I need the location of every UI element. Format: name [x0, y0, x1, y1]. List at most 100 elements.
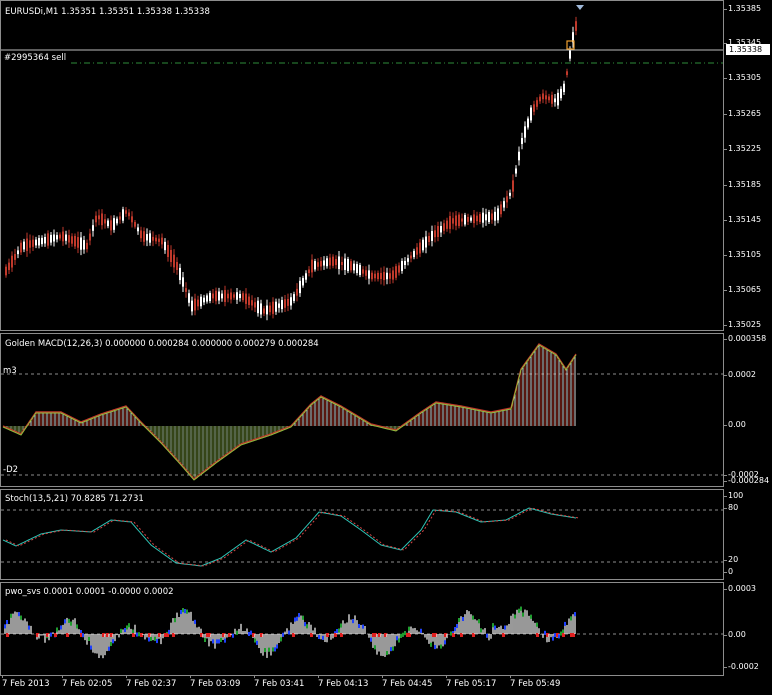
pwo-red-mark [372, 633, 375, 637]
candle-body [422, 239, 424, 251]
candle-body [569, 49, 571, 59]
candle-body [239, 293, 241, 299]
candle-body [377, 272, 379, 280]
price-tick: 1.35305 [723, 73, 762, 82]
candle-body [446, 220, 448, 229]
candle-body [488, 211, 490, 222]
price-chart-canvas[interactable] [1, 1, 723, 330]
pwo-red-mark [536, 633, 539, 637]
pwo-pane[interactable]: pwo_svs 0.0001 0.0001 -0.0000 0.0002 [0, 582, 724, 676]
time-label: 7 Feb 2013 [2, 675, 50, 689]
macd-scale[interactable]: 0.000358 0.0002 0.00 -0.0002 -0.000284 [723, 333, 772, 487]
candle-body [299, 280, 301, 294]
candle-body [407, 258, 409, 262]
candle-body [380, 272, 382, 280]
pwo-red-mark [472, 633, 475, 637]
candle-body [95, 215, 97, 223]
candle-body [248, 296, 250, 305]
stoch-canvas[interactable] [1, 490, 723, 579]
candle-body [545, 95, 547, 100]
candle-body [74, 235, 76, 247]
stoch-scale[interactable]: 100 80 20 0 [723, 489, 772, 580]
candle-body [479, 214, 481, 223]
sell-arrow-icon [566, 40, 575, 50]
candle-body [491, 213, 493, 220]
candle-body [158, 238, 160, 242]
candle-body [497, 208, 499, 221]
pwo-scale[interactable]: 0.0003 0.00 -0.0002 [724, 582, 772, 676]
candle-body [572, 32, 574, 43]
candle-body [200, 296, 202, 307]
time-axis[interactable]: 7 Feb 2013 7 Feb 02:05 7 Feb 02:37 7 Feb… [0, 675, 724, 695]
pwo-red-mark [6, 633, 9, 637]
candle-body [251, 300, 253, 306]
shift-marker-icon [576, 5, 584, 10]
candle-body [41, 237, 43, 245]
candle-body [203, 297, 205, 303]
candle-body [209, 292, 211, 302]
candle-body [68, 235, 70, 243]
candle-body [371, 272, 373, 280]
candle-body [56, 235, 58, 240]
candle-body [260, 303, 262, 315]
pwo-red-mark [546, 633, 549, 637]
candle-body [536, 100, 538, 107]
candle-body [560, 88, 562, 99]
candle-body [143, 231, 145, 242]
candle-body [29, 240, 31, 248]
candle-body [392, 270, 394, 280]
candle-body [308, 269, 310, 274]
candle-body [434, 230, 436, 238]
candle-body [185, 288, 187, 292]
candle-body [326, 258, 328, 267]
pwo-red-mark [228, 633, 231, 637]
macd-canvas[interactable] [1, 334, 723, 486]
price-chart-pane[interactable]: EURUSDi,M1 1.35351 1.35351 1.35338 1.353… [0, 0, 724, 331]
candle-body [521, 138, 523, 144]
candle-body [170, 249, 172, 263]
pwo-red-mark [132, 633, 135, 637]
time-label: 7 Feb 03:41 [254, 675, 305, 689]
candle-body [359, 264, 361, 276]
price-scale[interactable]: 1.35385 1.35345 1.35305 1.35265 1.35225 … [723, 0, 772, 331]
candle-body [563, 83, 565, 93]
macd-main-line [2, 344, 577, 481]
candle-body [224, 290, 226, 302]
candle-body [146, 234, 148, 241]
candle-body [548, 96, 550, 101]
candle-body [539, 96, 541, 102]
candle-body [476, 215, 478, 222]
time-label: 7 Feb 04:13 [318, 675, 369, 689]
candle-body [290, 297, 292, 306]
pwo-red-mark [102, 633, 105, 637]
stoch-title: Stoch(13,5,21) 70.8285 71.2731 [5, 494, 144, 504]
candle-body [98, 215, 100, 220]
candle-body [128, 212, 130, 217]
pwo-title: pwo_svs 0.0001 0.0001 -0.0000 0.0002 [5, 587, 174, 597]
candle-body [62, 231, 64, 242]
pwo-red-mark [570, 633, 573, 637]
candle-body [374, 273, 376, 279]
candle-body [419, 242, 421, 254]
pwo-red-mark [252, 633, 255, 637]
candle-body [11, 255, 13, 268]
candle-body [119, 216, 121, 220]
pwo-red-mark [148, 633, 151, 637]
candle-body [194, 298, 196, 311]
macd-pane[interactable]: Golden MACD(12,26,3) 0.000000 0.000284 0… [0, 333, 724, 487]
pwo-tick: 0.00 [724, 630, 746, 639]
candle-body [161, 237, 163, 245]
pwo-red-mark [110, 633, 113, 637]
candle-body [527, 118, 529, 128]
pwo-canvas[interactable] [1, 583, 723, 675]
pwo-red-mark [378, 633, 381, 637]
candle-body [173, 254, 175, 268]
candle-body [413, 250, 415, 258]
stoch-pane[interactable]: Stoch(13,5,21) 70.8285 71.2731 [0, 489, 724, 580]
candle-body [335, 258, 337, 266]
pwo-red-mark [406, 633, 409, 637]
candle-body [179, 267, 181, 281]
candle-body [197, 299, 199, 307]
candle-body [287, 298, 289, 306]
order-label[interactable]: #2995364 sell [4, 53, 67, 63]
